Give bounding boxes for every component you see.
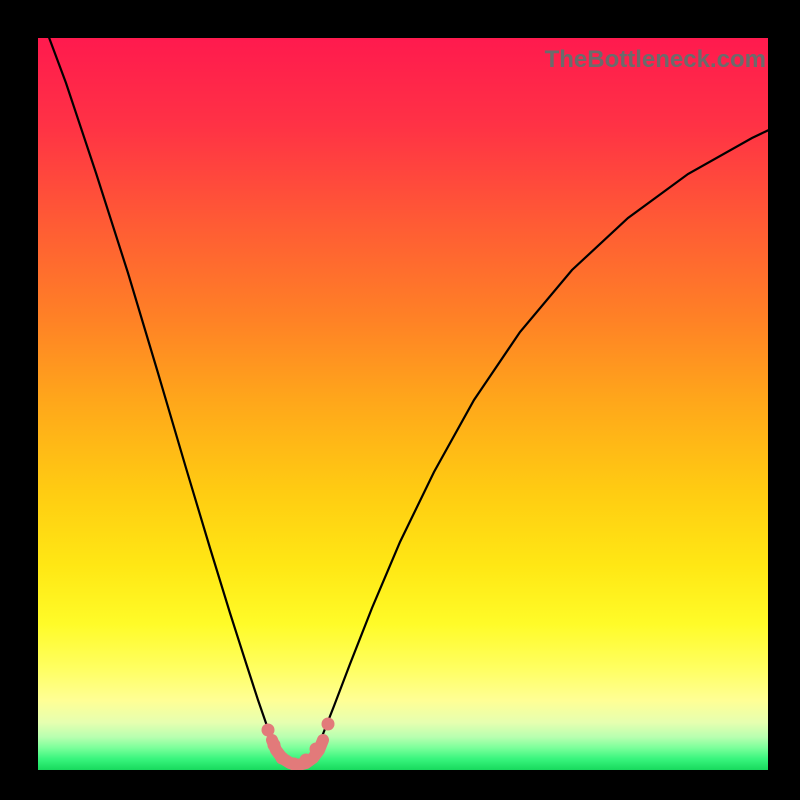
plot-area: TheBottleneck.com — [38, 38, 768, 770]
data-marker — [268, 739, 281, 752]
bottleneck-right-branch — [312, 116, 768, 758]
watermark-text: TheBottleneck.com — [545, 46, 766, 74]
data-marker — [276, 752, 289, 765]
data-marker — [310, 743, 323, 756]
bottleneck-left-branch — [38, 38, 280, 758]
data-marker — [322, 718, 335, 731]
data-marker — [300, 754, 313, 767]
data-marker — [288, 758, 301, 771]
curve-layer — [38, 38, 768, 770]
chart-canvas: TheBottleneck.com — [0, 0, 800, 800]
data-marker — [262, 724, 275, 737]
